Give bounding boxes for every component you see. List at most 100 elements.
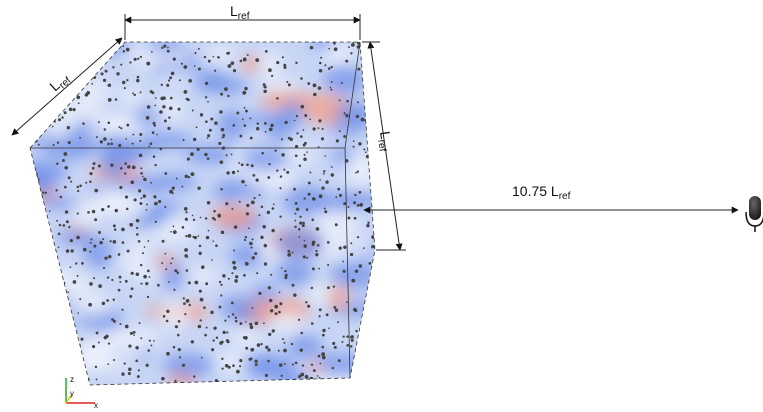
particle [146, 204, 148, 206]
particle [64, 166, 68, 170]
particle [135, 346, 139, 350]
particle [274, 305, 278, 309]
particle [288, 83, 291, 86]
particle [203, 306, 206, 309]
particle [140, 337, 142, 339]
particle [140, 283, 142, 285]
particle [68, 226, 70, 228]
particle [103, 79, 106, 82]
particle [337, 188, 340, 191]
particle [228, 278, 230, 280]
particle [101, 72, 104, 75]
particle [98, 164, 101, 167]
particle [137, 375, 140, 378]
particle [51, 275, 55, 279]
particle [171, 72, 175, 76]
particle [46, 341, 48, 343]
particle [299, 216, 301, 218]
particle [72, 108, 75, 111]
particle [225, 202, 228, 205]
particle [207, 101, 209, 103]
particle [98, 121, 100, 123]
particle [150, 142, 153, 145]
flow-blob [362, 346, 383, 373]
particle [319, 315, 321, 317]
particle [67, 291, 69, 293]
particle [185, 235, 187, 237]
particle [270, 274, 272, 276]
particle [107, 205, 110, 208]
particle [42, 191, 44, 193]
particle [129, 223, 133, 227]
particle [264, 122, 267, 125]
particle [321, 137, 324, 140]
flow-blob [211, 204, 257, 228]
particle [371, 379, 373, 381]
flow-blob [34, 352, 76, 375]
particle [276, 169, 278, 171]
particle [241, 163, 244, 166]
particle [237, 170, 239, 172]
particle [35, 137, 38, 140]
particle [204, 56, 206, 58]
particle [219, 110, 222, 113]
particle [335, 196, 337, 198]
particle [305, 301, 307, 303]
particle [353, 308, 357, 312]
particle [308, 181, 311, 184]
particle [145, 282, 148, 285]
particle [38, 178, 40, 180]
particle [170, 97, 173, 100]
particle [263, 322, 265, 324]
particle [271, 229, 274, 232]
particle [271, 75, 273, 77]
particle [331, 173, 334, 176]
particle [119, 276, 122, 279]
particle [70, 330, 73, 333]
particle [255, 321, 259, 325]
particle [109, 240, 111, 242]
particle [85, 93, 89, 97]
particle [242, 91, 246, 95]
particle [31, 205, 34, 208]
flow-blob [119, 88, 143, 105]
particle [206, 327, 208, 329]
particle [243, 58, 247, 62]
particle [178, 348, 181, 351]
particle [267, 211, 270, 214]
particle [250, 348, 254, 352]
particle [251, 238, 253, 240]
particle [280, 238, 282, 240]
particle [53, 336, 56, 339]
particle [115, 98, 118, 101]
particle [239, 322, 242, 325]
particle [214, 121, 218, 125]
particle [318, 119, 321, 122]
particle [95, 366, 97, 368]
particle [291, 343, 293, 345]
flow-blob [282, 186, 330, 216]
particle [103, 267, 105, 269]
particle [205, 282, 208, 285]
particle [90, 238, 92, 240]
particle [94, 189, 98, 193]
particle [188, 79, 192, 83]
particle [234, 225, 237, 228]
particle [302, 364, 304, 366]
flow-blob [287, 334, 322, 359]
particle [146, 62, 150, 66]
particle [214, 70, 216, 72]
particle [264, 381, 266, 383]
particle [331, 166, 333, 168]
particle [104, 128, 106, 130]
particle [172, 225, 174, 227]
particle [142, 176, 144, 178]
particle [304, 240, 306, 242]
particle [119, 281, 121, 283]
particle [344, 112, 346, 114]
particle [119, 323, 121, 325]
particle [204, 334, 207, 337]
particle [113, 299, 115, 301]
particle [319, 62, 322, 65]
particle [288, 137, 291, 140]
